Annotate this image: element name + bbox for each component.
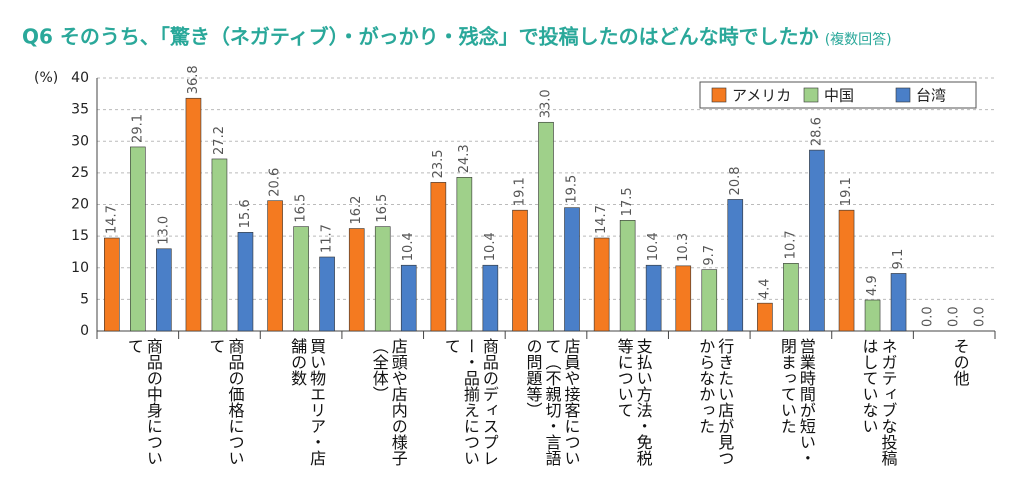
value-label: 0.0 [921,306,936,327]
value-label: 23.5 [431,149,446,178]
x-tick-label: 商品の価格について [206,338,245,466]
legend-swatch [895,87,911,103]
bar [348,228,365,332]
legend-label: 台湾 [916,87,946,105]
value-label: 20.8 [728,166,743,195]
value-label: 10.3 [676,233,691,262]
value-label: 10.7 [783,230,798,259]
y-tick-label: 20 [71,197,89,213]
value-label: 13.0 [156,216,171,245]
bar [104,237,120,332]
x-tick-label: 商品のディスプレー・品揃えについて [441,338,499,466]
x-tick-label: 営業時間が短い・閉まっていた [777,338,816,466]
bar [482,264,499,332]
value-label: 20.6 [268,168,283,197]
value-label: 16.5 [294,194,309,223]
value-label: 17.5 [620,187,635,216]
value-label: 14.7 [594,205,609,234]
x-tick-label: ネガティブな投稿はしていない [859,338,898,466]
legend-swatch [803,87,819,103]
bar [890,273,907,332]
value-label: 0.0 [947,306,962,327]
y-tick-label: 5 [80,291,89,307]
y-tick-label: 30 [71,133,89,149]
bar [267,200,283,332]
value-label: 24.3 [457,144,472,173]
legend-swatch [711,87,727,103]
bar [757,302,773,332]
bar [374,226,391,332]
value-label: 16.5 [375,194,390,223]
value-label: 19.5 [565,175,580,204]
bar [809,149,825,332]
bar [564,207,580,332]
value-label: 19.1 [839,177,854,206]
value-label: 0.0 [973,306,988,327]
legend-box [699,81,977,109]
y-axis-label: (%) [34,70,58,86]
bar [430,182,447,332]
bar [701,269,718,332]
x-tick-label: 買い物エリア・店舗の数 [288,338,327,466]
y-tick-label: 10 [71,260,89,276]
bar [727,199,744,332]
value-label: 10.4 [483,232,498,261]
value-label: 11.7 [320,224,335,253]
legend-label: 中国 [824,87,854,105]
x-tick-label: その他 [950,338,970,386]
y-tick-label: 35 [71,102,89,118]
value-label: 36.8 [186,65,201,94]
y-tick-label: 40 [71,70,89,86]
value-label: 4.9 [865,275,880,296]
value-label: 16.2 [349,196,364,225]
bar [185,97,202,332]
chart-subtitle: (複数回答) [825,31,892,48]
value-label: 27.2 [212,126,227,155]
x-tick-label: 支払い方法・免税等について [614,338,653,466]
value-label: 4.4 [757,278,772,299]
value-label: 19.1 [513,177,528,206]
bar [645,264,662,332]
value-label: 28.6 [809,117,824,146]
value-label: 9.1 [891,249,906,270]
bar [456,177,473,332]
bar [675,265,692,332]
bar [319,256,335,332]
x-tick-label: 行きたい店が見つからなかった [696,338,735,466]
y-tick-label: 25 [71,165,89,181]
y-tick-label: 15 [71,228,89,244]
legend-label: アメリカ [732,87,791,105]
value-label: 29.1 [130,114,145,143]
chart-title: Q6 そのうち、「驚き（ネガティブ）・がっかり・残念」で投稿したのはどんな時でし… [22,25,819,49]
bar [619,220,636,332]
bar [293,226,309,332]
x-tick-label: 店頭や店内の様子（全体） [369,338,408,466]
value-label: 10.4 [646,232,661,261]
bar [538,121,554,332]
value-label: 14.7 [104,205,119,234]
x-tick-label: 店員や接客について（不親切・言語の問題等） [523,338,581,466]
bar [237,232,254,332]
bar [783,263,799,332]
bar [130,146,146,332]
bar [156,248,172,332]
bar [211,158,228,332]
x-tick-label: 商品の中身について [124,338,163,466]
y-tick-label: 0 [80,323,89,339]
bar [512,209,528,332]
bar [400,264,417,332]
bar [838,209,855,332]
bar [864,299,881,332]
value-label: 10.4 [401,232,416,261]
bar [593,237,610,332]
value-label: 15.6 [238,199,253,228]
value-label: 9.7 [702,245,717,266]
value-label: 33.0 [539,89,554,118]
